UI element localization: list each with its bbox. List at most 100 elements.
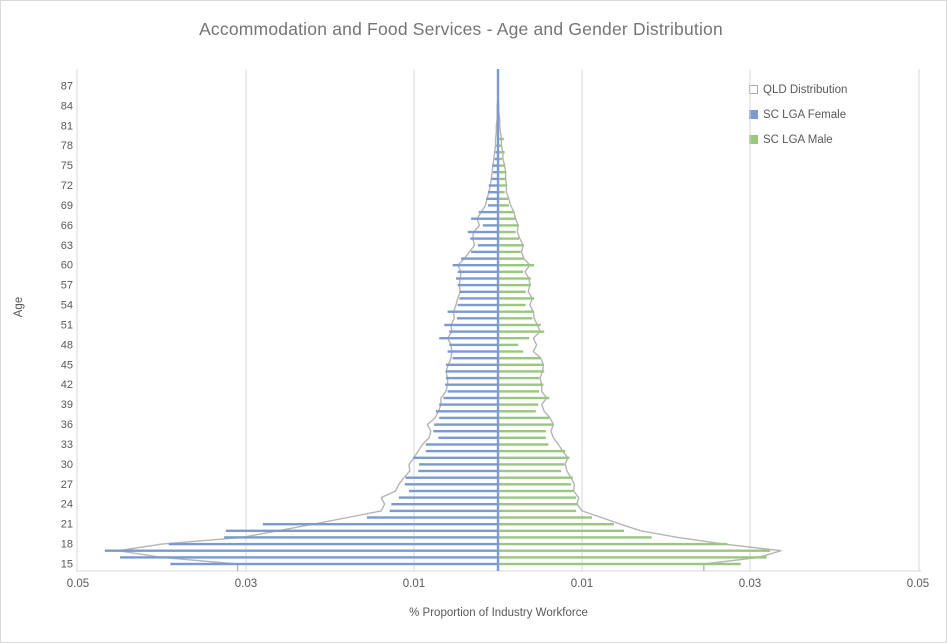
age-tick-label: 36 [61,419,73,431]
female-bar [425,443,498,446]
female-bar [120,556,498,559]
female-swatch-icon [749,110,758,119]
male-bar [498,483,572,486]
female-bar [434,423,498,426]
female-bar [457,270,498,273]
female-bar [461,257,499,260]
female-bar [170,562,498,566]
male-bar [498,177,507,181]
male-bar [498,191,505,194]
female-bar [418,469,498,473]
female-bar [439,337,498,340]
female-bar [439,403,498,406]
male-bar [498,357,541,360]
female-bar [444,323,499,327]
legend-label: SC LGA Male [763,133,833,146]
male-bar [498,430,546,433]
male-bar [498,562,741,566]
female-bar [439,416,498,420]
female-bar [391,503,499,506]
male-bar [498,403,539,406]
age-tick-label: 60 [61,260,73,272]
x-tick-label: 0.03 [235,578,257,590]
male-bar [498,151,505,154]
female-bar [492,164,499,167]
female-bar [471,250,499,254]
age-tick-label: 63 [61,240,73,252]
female-bar [477,244,499,247]
male-bar [498,556,767,559]
female-bar [104,549,498,552]
female-bar [445,376,499,380]
age-tick-label: 30 [61,459,73,471]
female-bar [445,383,498,386]
x-tick-label: 0.05 [907,578,929,590]
male-bar [498,396,550,400]
female-bar [452,264,499,267]
male-bar [498,257,524,260]
female-bar [488,184,498,187]
female-bar [445,363,499,366]
male-bar [498,496,577,499]
male-bar [498,410,536,413]
male-bar [498,376,540,380]
x-tick-label: 0.03 [739,578,761,590]
male-bar [498,350,524,353]
x-axis-title: % Proportion of Industry Workforce [409,607,588,619]
female-bar [443,396,498,400]
male-bar [498,297,535,300]
legend: QLD Distribution SC LGA Female SC LGA Ma… [749,77,847,152]
age-tick-label: 39 [61,399,73,411]
female-bar [366,516,498,519]
female-bar [467,230,498,234]
male-bar [498,184,508,187]
female-bar [459,290,498,293]
x-tick-label: 0.05 [67,578,89,590]
male-bar [498,197,509,200]
female-bar [224,536,498,539]
male-bar [498,416,550,420]
age-tick-label: 27 [61,479,73,491]
female-bar [492,171,498,174]
female-bar [487,204,499,207]
female-bar [435,410,499,413]
legend-label: SC LGA Female [763,108,847,121]
male-bar [498,456,570,459]
female-bar [225,529,499,532]
age-tick-label: 24 [61,499,73,511]
male-bar [498,489,574,493]
female-bar [405,476,498,479]
male-bar [498,423,553,426]
male-bar [498,317,533,320]
legend-label: QLD Distribution [763,83,848,96]
female-bar [447,310,498,313]
female-bar [456,277,498,280]
female-bar [471,217,499,220]
male-bar [498,283,531,287]
female-bar [459,297,498,300]
male-bar [498,250,521,254]
female-bar [470,237,498,240]
legend-item-sc-lga-female: SC LGA Female [749,102,847,127]
male-bar [498,290,526,293]
x-tick-label: 0.01 [403,578,425,590]
male-bar [498,436,546,439]
male-bar [498,383,544,386]
male-bar [498,171,507,174]
male-bar [498,204,509,207]
female-bar [262,523,498,526]
age-tick-label: 48 [61,339,73,351]
age-tick-label: 78 [61,140,73,152]
female-bar [419,463,499,466]
age-tick-label: 84 [61,100,73,112]
age-tick-label: 15 [61,559,73,571]
female-bar [449,330,498,333]
male-bar [498,536,652,539]
female-bar [482,224,498,227]
male-bar [498,237,519,240]
male-bar [498,463,565,466]
male-bar [498,264,535,267]
female-bar [413,456,498,459]
